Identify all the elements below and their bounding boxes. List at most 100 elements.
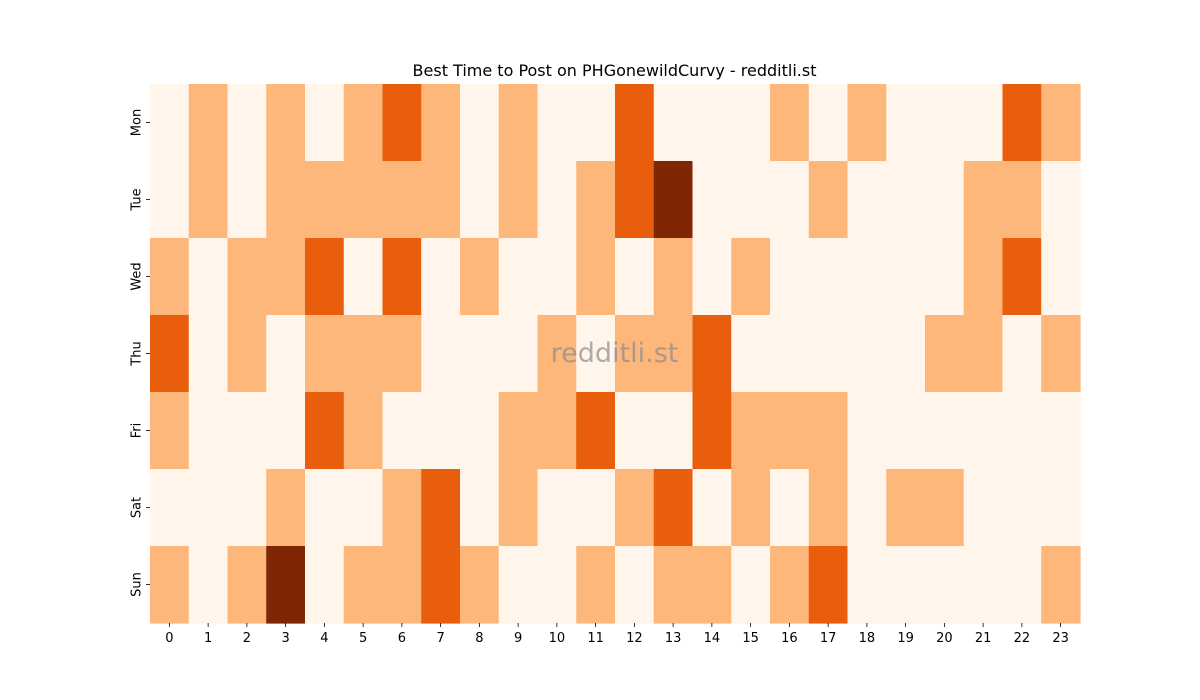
heatmap-cell-mon-2 — [227, 84, 267, 162]
heatmap-cell-sun-8 — [460, 546, 500, 624]
heatmap-cell-fri-2 — [227, 392, 267, 470]
heatmap-cell-mon-10 — [537, 84, 577, 162]
heatmap-cell-mon-1 — [188, 84, 229, 162]
x-tick-label: 18 — [859, 631, 876, 646]
heatmap-cell-wed-12 — [615, 238, 655, 316]
heatmap-cell-thu-9 — [498, 315, 539, 393]
y-tick-label: Mon — [130, 109, 145, 136]
heatmap-cell-tue-13 — [653, 161, 694, 239]
heatmap-cell-tue-7 — [421, 161, 461, 239]
heatmap-cell-fri-19 — [886, 392, 926, 470]
heatmap-cell-mon-22 — [1002, 84, 1042, 162]
heatmap-cell-thu-12 — [615, 315, 655, 393]
y-tick-label: Tue — [130, 188, 145, 211]
heatmap-cell-mon-16 — [770, 84, 810, 162]
heatmap-cell-fri-16 — [770, 392, 810, 470]
x-tick-label: 1 — [204, 631, 212, 646]
heatmap-cell-wed-15 — [731, 238, 771, 316]
heatmap-cell-thu-21 — [963, 315, 1004, 393]
heatmap-cell-sat-13 — [653, 469, 694, 547]
chart-title: Best Time to Post on PHGonewildCurvy - r… — [413, 61, 817, 80]
x-tick-label: 21 — [975, 631, 992, 646]
heatmap-cell-tue-22 — [1002, 161, 1042, 239]
heatmap-cell-mon-7 — [421, 84, 461, 162]
heatmap-cell-sun-5 — [343, 546, 384, 624]
x-tick-label: 12 — [626, 631, 643, 646]
heatmap-cell-fri-21 — [963, 392, 1004, 470]
heatmap-cell-sat-6 — [382, 469, 422, 547]
heatmap-cell-sat-5 — [343, 469, 384, 547]
heatmap-cell-wed-14 — [692, 238, 732, 316]
heatmap-cell-sat-1 — [188, 469, 229, 547]
heatmap-cell-fri-20 — [925, 392, 965, 470]
heatmap-cell-sun-4 — [305, 546, 345, 624]
heatmap-cell-sat-11 — [576, 469, 616, 547]
heatmap-cell-tue-21 — [963, 161, 1004, 239]
y-axis-ticks: Mon Tue Wed Thu Fri Sat Sun — [130, 109, 150, 597]
x-tick-label: 2 — [243, 631, 251, 646]
heatmap-cell-fri-13 — [653, 392, 694, 470]
heatmap-cell-fri-22 — [1002, 392, 1042, 470]
heatmap-cell-wed-4 — [305, 238, 345, 316]
x-tick-label: 10 — [549, 631, 566, 646]
heatmap-cell-tue-16 — [770, 161, 810, 239]
heatmap-cell-sun-13 — [653, 546, 694, 624]
heatmap-cell-thu-23 — [1041, 315, 1081, 393]
heatmap-cell-sat-16 — [770, 469, 810, 547]
heatmap-cell-sat-8 — [460, 469, 500, 547]
heatmap-cell-wed-10 — [537, 238, 577, 316]
heatmap-cell-fri-17 — [808, 392, 849, 470]
heatmap-cells — [150, 84, 1081, 624]
heatmap-cell-sun-14 — [692, 546, 732, 624]
heatmap-cell-sat-2 — [227, 469, 267, 547]
heatmap-cell-tue-17 — [808, 161, 849, 239]
heatmap-cell-sun-17 — [808, 546, 849, 624]
heatmap-cell-fri-7 — [421, 392, 461, 470]
heatmap-cell-thu-19 — [886, 315, 926, 393]
watermark: redditli.st — [551, 338, 679, 369]
heatmap-cell-mon-19 — [886, 84, 926, 162]
heatmap-cell-fri-23 — [1041, 392, 1081, 470]
heatmap-cell-sun-20 — [925, 546, 965, 624]
heatmap-cell-thu-10 — [537, 315, 577, 393]
heatmap-cell-thu-4 — [305, 315, 345, 393]
heatmap-cell-thu-6 — [382, 315, 422, 393]
heatmap-cell-wed-11 — [576, 238, 616, 316]
heatmap-cell-tue-14 — [692, 161, 732, 239]
heatmap-cell-wed-0 — [150, 238, 190, 316]
heatmap-cell-wed-7 — [421, 238, 461, 316]
heatmap-cell-thu-14 — [692, 315, 732, 393]
heatmap-cell-thu-7 — [421, 315, 461, 393]
heatmap-cell-wed-19 — [886, 238, 926, 316]
heatmap-cell-mon-4 — [305, 84, 345, 162]
x-tick-label: 22 — [1014, 631, 1031, 646]
x-tick-label: 13 — [665, 631, 682, 646]
heatmap-cell-tue-20 — [925, 161, 965, 239]
heatmap-cell-thu-0 — [150, 315, 190, 393]
heatmap-cell-fri-3 — [266, 392, 306, 470]
heatmap-cell-tue-2 — [227, 161, 267, 239]
heatmap-cell-sun-23 — [1041, 546, 1081, 624]
heatmap-cell-fri-11 — [576, 392, 616, 470]
heatmap-cell-mon-14 — [692, 84, 732, 162]
heatmap-cell-mon-17 — [808, 84, 849, 162]
x-axis-ticks: 0 1 2 3 4 5 6 7 8 9 10 11 12 13 14 15 16 17 18 19 20 21 22 23 — [165, 623, 1069, 646]
heatmap-cell-fri-9 — [498, 392, 539, 470]
heatmap-cell-wed-6 — [382, 238, 422, 316]
x-tick-label: 9 — [514, 631, 522, 646]
heatmap-cell-sat-17 — [808, 469, 849, 547]
heatmap-cell-tue-4 — [305, 161, 345, 239]
y-tick-label: Sat — [130, 497, 145, 518]
heatmap-cell-wed-18 — [847, 238, 887, 316]
heatmap-cell-thu-11 — [576, 315, 616, 393]
heatmap-cell-sat-4 — [305, 469, 345, 547]
heatmap-cell-sat-7 — [421, 469, 461, 547]
heatmap-cell-sun-21 — [963, 546, 1004, 624]
heatmap-cell-sun-7 — [421, 546, 461, 624]
heatmap-cell-wed-2 — [227, 238, 267, 316]
x-tick-label: 6 — [398, 631, 406, 646]
heatmap-cell-sat-3 — [266, 469, 306, 547]
heatmap-cell-wed-21 — [963, 238, 1004, 316]
heatmap-cell-thu-15 — [731, 315, 771, 393]
